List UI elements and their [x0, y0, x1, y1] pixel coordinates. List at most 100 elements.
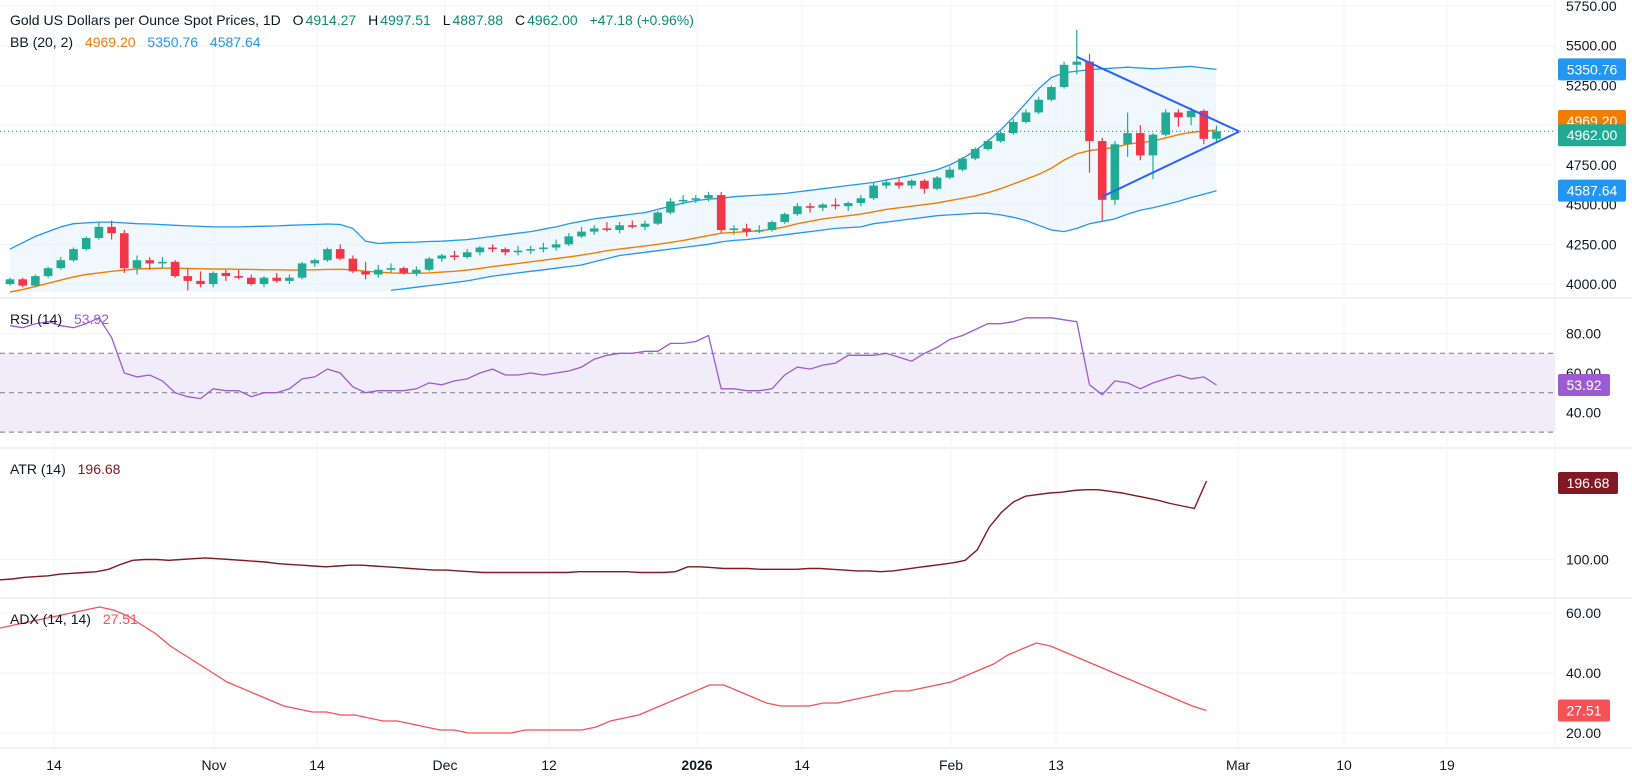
candle-body: [120, 233, 129, 269]
candle-body: [932, 177, 942, 189]
ohlc-low-value: 4887.88: [452, 12, 504, 28]
time-tick-label: Feb: [939, 757, 963, 773]
bb-legend: BB (20, 2) 4969.20 5350.76 4587.64: [10, 34, 263, 50]
candle-body: [653, 212, 662, 224]
candle-body: [196, 280, 205, 285]
bb-lower-value: 4587.64: [209, 34, 261, 50]
candle-body: [1085, 61, 1094, 142]
candle-body: [666, 201, 675, 213]
candle-body: [18, 279, 27, 286]
candle-body: [1034, 99, 1043, 113]
time-tick-label: 13: [1048, 757, 1064, 773]
atr-line: [0, 480, 1208, 581]
candle-body: [793, 206, 802, 215]
candle-body: [323, 249, 332, 261]
atr-tick-label: 100.00: [1566, 552, 1609, 568]
candle-body: [539, 247, 548, 250]
bb-basis-line: [9, 129, 1217, 293]
candle-body: [767, 222, 777, 231]
candle-body: [1123, 133, 1132, 145]
price-badge-bb_upper: [1558, 58, 1626, 81]
rsi-badge: [1558, 373, 1610, 396]
adx-tick-label: 20.00: [1566, 725, 1601, 741]
candle-body: [1186, 110, 1196, 118]
candle-body: [996, 133, 1005, 142]
candle-body: [31, 276, 40, 286]
triangle-trendline: [1076, 55, 1240, 133]
candle-body: [755, 230, 764, 232]
candle-body: [704, 195, 713, 199]
candle-body: [920, 180, 929, 189]
bb-lower-line: [390, 190, 1217, 292]
candle-body: [1110, 144, 1120, 200]
candle-body: [1059, 64, 1069, 88]
candle-body: [56, 260, 66, 269]
candle-body: [945, 169, 955, 178]
candle-body: [882, 182, 891, 186]
time-tick-label: 19: [1439, 757, 1455, 773]
candle-body: [513, 250, 523, 253]
candle-body: [424, 258, 434, 270]
candle-body: [1021, 112, 1031, 122]
adx-legend: ADX (14, 14) 27.51: [10, 611, 140, 627]
ohlc-low-key: L: [442, 12, 451, 28]
candle-body: [1047, 87, 1056, 100]
candle-body: [310, 260, 320, 264]
candle-body: [450, 255, 459, 258]
adx-label: ADX (14, 14): [10, 611, 91, 627]
candle-body: [843, 203, 853, 207]
time-tick-label: 10: [1336, 757, 1352, 773]
candle-body: [691, 198, 701, 200]
time-tick-label: 12: [541, 757, 557, 773]
candle-body: [589, 228, 599, 232]
candle-body: [158, 261, 167, 264]
candle-body: [628, 225, 637, 227]
candle-body: [43, 268, 53, 277]
candle-body: [335, 249, 345, 259]
candle-body: [234, 276, 243, 278]
price-tick-label: 5250.00: [1566, 77, 1617, 93]
candle-body: [869, 185, 878, 199]
candle-body: [894, 182, 904, 186]
ohlc-high-key: H: [368, 12, 379, 28]
ohlc-open-key: O: [292, 12, 304, 28]
candle-body: [170, 261, 180, 277]
candle-body: [640, 223, 650, 227]
candle-body: [69, 249, 78, 261]
price-tick-label: 5500.00: [1566, 38, 1617, 54]
triangle-trendline: [1101, 130, 1240, 198]
candle-body: [132, 260, 142, 269]
atr-badge: [1558, 472, 1618, 495]
candle-body: [678, 199, 688, 202]
rsi-legend: RSI (14) 53.92: [10, 311, 111, 327]
candle-body: [81, 237, 91, 250]
price-tick-label: 4750.00: [1566, 157, 1617, 173]
price-tick-label: 4250.00: [1566, 236, 1617, 252]
candle-body: [615, 225, 624, 231]
price-badge-label: 5350.76: [1567, 61, 1618, 77]
adx-tick-label: 40.00: [1566, 665, 1601, 681]
atr-legend: ATR (14) 196.68: [10, 461, 122, 477]
candle-body: [1097, 141, 1107, 200]
time-tick-label: 2026: [681, 757, 712, 773]
time-tick-label: Dec: [433, 757, 458, 773]
candle-body: [1199, 110, 1209, 139]
candle-body: [361, 271, 370, 275]
candle-body: [780, 214, 789, 223]
price-tick-label: 4000.00: [1566, 276, 1617, 292]
candle-body: [501, 249, 510, 253]
candle-body: [856, 198, 866, 204]
rsi-tick-label: 80.00: [1566, 326, 1601, 342]
candle-body: [259, 277, 269, 285]
ohlc-open-value: 4914.27: [305, 12, 357, 28]
candle-body: [183, 276, 193, 281]
candle-body: [983, 141, 993, 149]
candle-body: [526, 249, 535, 251]
chart-title: Gold US Dollars per Ounce Spot Prices, 1…: [10, 12, 281, 28]
adx-line: [0, 606, 1207, 734]
atr-badge-label: 196.68: [1567, 475, 1610, 491]
candle-body: [577, 231, 586, 237]
price-badge-bb_lower: [1558, 179, 1626, 202]
time-tick-label: 14: [46, 757, 62, 773]
